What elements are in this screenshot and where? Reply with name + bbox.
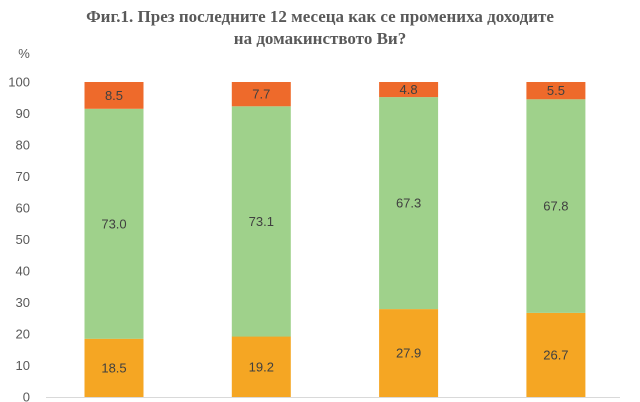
data-label: 26.7 bbox=[543, 347, 568, 362]
data-label: 4.8 bbox=[400, 82, 418, 97]
y-tick-label: 90 bbox=[16, 106, 30, 121]
y-tick-label: 30 bbox=[16, 295, 30, 310]
data-label: 5.5 bbox=[547, 83, 565, 98]
bar-segment bbox=[231, 336, 291, 397]
bar-segment bbox=[379, 82, 439, 98]
data-label: 8.5 bbox=[105, 88, 123, 103]
bar-segment bbox=[84, 108, 144, 339]
chart-title-line-2: на домакинството Ви? bbox=[233, 29, 407, 48]
bar-segment bbox=[526, 82, 586, 100]
bar-segment bbox=[379, 97, 439, 310]
data-label: 7.7 bbox=[252, 87, 270, 102]
bar-segment bbox=[84, 82, 144, 109]
bar-segment bbox=[526, 312, 586, 397]
chart-title: Фиг.1. През последните 12 месеца как се … bbox=[0, 6, 640, 50]
bar-segment bbox=[231, 82, 291, 107]
y-tick-label: 60 bbox=[16, 201, 30, 216]
bars: 18.5 73.0 8.5 19.2 73.1 7.7 27.9 67.3 4.8 26.7 67.… bbox=[84, 82, 586, 397]
y-tick-label: 20 bbox=[16, 327, 30, 342]
y-tick-label: 50 bbox=[16, 232, 30, 247]
y-axis: 0 10 20 30 40 50 60 70 80 90 100 bbox=[8, 75, 30, 402]
y-tick-label: 80 bbox=[16, 138, 30, 153]
bar-segment bbox=[526, 99, 586, 313]
data-label: 67.3 bbox=[396, 196, 421, 211]
data-label: 73.1 bbox=[249, 214, 274, 229]
data-label: 18.5 bbox=[101, 360, 126, 375]
y-tick-label: 100 bbox=[8, 75, 30, 90]
data-label: 27.9 bbox=[396, 346, 421, 361]
y-tick-label: 70 bbox=[16, 169, 30, 184]
y-tick-label: 10 bbox=[16, 358, 30, 373]
y-tick-label: 0 bbox=[23, 390, 30, 402]
y-axis-unit-label: % bbox=[18, 46, 30, 61]
bar-segment bbox=[379, 309, 439, 397]
y-tick-label: 40 bbox=[16, 264, 30, 279]
data-label: 19.2 bbox=[249, 359, 274, 374]
bar-segment bbox=[231, 106, 291, 337]
data-label: 73.0 bbox=[101, 216, 126, 231]
bar-segment bbox=[84, 338, 144, 397]
data-label: 67.8 bbox=[543, 199, 568, 214]
chart-title-line-1: Фиг.1. През последните 12 месеца как се … bbox=[86, 7, 554, 26]
